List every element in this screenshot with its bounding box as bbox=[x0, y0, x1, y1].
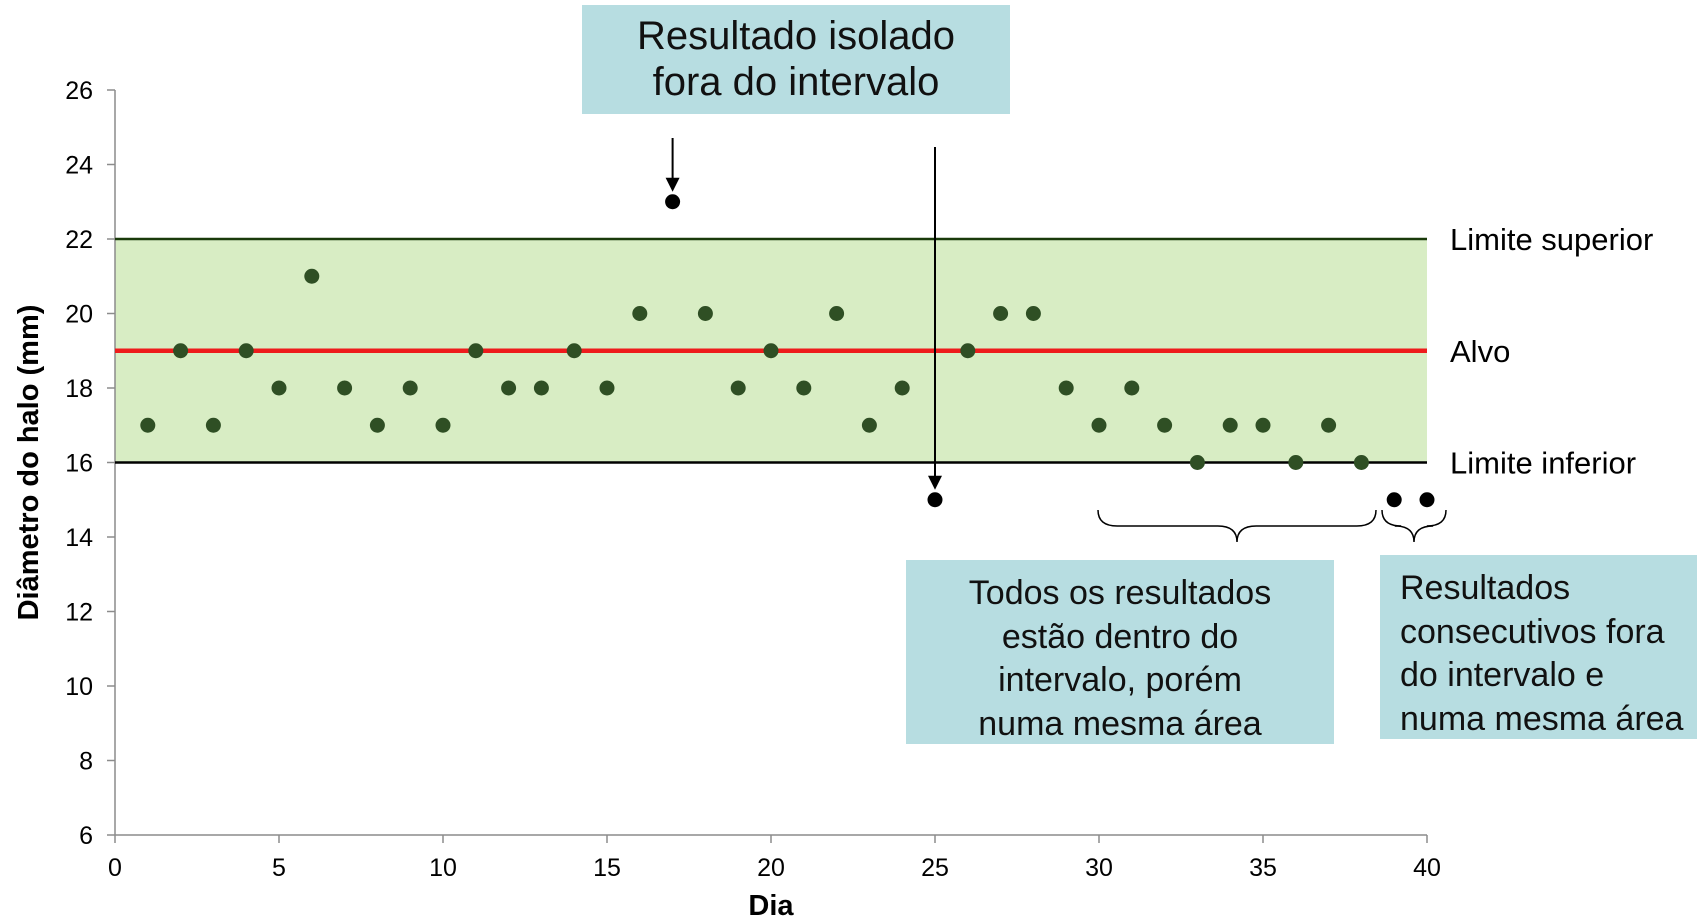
data-point bbox=[337, 380, 353, 396]
data-point-out-of-range bbox=[927, 492, 943, 508]
data-points bbox=[140, 194, 1435, 508]
data-point bbox=[1058, 380, 1074, 396]
annotation-arrows bbox=[665, 138, 942, 490]
y-tick-label: 16 bbox=[65, 450, 93, 478]
data-point bbox=[1353, 455, 1369, 470]
data-point bbox=[599, 380, 615, 396]
data-point bbox=[894, 380, 910, 396]
arrow-isolated-head bbox=[665, 177, 680, 192]
y-tick-label: 20 bbox=[65, 301, 93, 329]
x-tick-label: 0 bbox=[108, 854, 122, 882]
data-point bbox=[468, 343, 484, 359]
data-point bbox=[993, 306, 1009, 321]
x-tick-label: 15 bbox=[593, 854, 621, 882]
x-tick-label: 30 bbox=[1085, 854, 1113, 882]
data-point bbox=[730, 380, 746, 396]
data-point bbox=[140, 417, 156, 433]
data-point bbox=[173, 343, 189, 359]
callout-consec-line-4: numa mesma área bbox=[1400, 699, 1684, 738]
brace-consecutive bbox=[1381, 509, 1447, 543]
data-point bbox=[533, 380, 549, 396]
data-point bbox=[861, 417, 877, 433]
y-tick-label: 12 bbox=[65, 599, 93, 627]
data-point bbox=[1157, 417, 1173, 433]
y-tick-label: 8 bbox=[79, 748, 93, 776]
data-point bbox=[435, 417, 451, 433]
data-point bbox=[271, 380, 287, 396]
x-tick-label: 25 bbox=[921, 854, 949, 882]
callout-same-area: Todos os resultados estão dentro do inte… bbox=[906, 560, 1334, 744]
callout-consec-line-3: do intervalo e bbox=[1400, 656, 1605, 694]
callout-isolated-result: Resultado isolado fora do intervalo bbox=[582, 5, 1010, 114]
data-point-out-of-range bbox=[1419, 492, 1435, 508]
y-axis-title: Diâmetro do halo (mm) bbox=[13, 305, 45, 621]
reference-line-label: Limite superior bbox=[1450, 222, 1653, 257]
data-point bbox=[566, 343, 582, 359]
y-tick-label: 10 bbox=[65, 673, 93, 701]
data-point bbox=[501, 380, 517, 396]
axes: 6 8 10 12 14 16 18 20 22 24 26 0 5 10 15 20 25 30 35 40 bbox=[65, 77, 1441, 882]
y-tick-label: 24 bbox=[65, 152, 93, 180]
axis-labels: Dia Diâmetro do halo (mm) bbox=[13, 305, 794, 920]
data-point bbox=[1091, 417, 1107, 433]
x-tick-label: 35 bbox=[1249, 854, 1277, 882]
y-tick-label: 6 bbox=[79, 822, 93, 850]
callout-consec-line-1: Resultados bbox=[1400, 569, 1571, 607]
data-point bbox=[402, 380, 418, 396]
arrow-out-of-range-head bbox=[928, 475, 942, 490]
reference-line-label: Alvo bbox=[1450, 334, 1510, 369]
data-point bbox=[796, 380, 812, 396]
y-tick-label: 26 bbox=[65, 77, 93, 105]
data-point bbox=[763, 343, 779, 359]
callout-isolated-line-2: fora do intervalo bbox=[652, 60, 940, 104]
callout-same-line-4: numa mesma área bbox=[978, 704, 1262, 743]
data-point bbox=[960, 343, 976, 359]
x-tick-label: 10 bbox=[429, 854, 457, 882]
data-point bbox=[829, 306, 845, 321]
x-tick-label: 40 bbox=[1413, 854, 1441, 882]
y-tick-label: 14 bbox=[65, 524, 93, 552]
x-axis-title: Dia bbox=[748, 890, 794, 920]
data-point bbox=[1255, 417, 1271, 433]
data-point bbox=[1288, 455, 1304, 470]
data-point bbox=[697, 306, 713, 321]
y-tick-label: 18 bbox=[65, 375, 93, 403]
data-point bbox=[304, 268, 320, 284]
data-point bbox=[1321, 417, 1337, 433]
data-point bbox=[632, 306, 648, 321]
callout-consec-line-2: consecutivos fora bbox=[1400, 612, 1665, 651]
x-tick-label: 5 bbox=[272, 854, 286, 882]
data-point bbox=[369, 417, 385, 433]
callout-isolated-line-1: Resultado isolado bbox=[637, 14, 955, 58]
data-point-out-of-range bbox=[665, 194, 681, 210]
reference-line-label: Limite inferior bbox=[1450, 446, 1636, 481]
brace-same-area bbox=[1097, 509, 1377, 543]
data-point bbox=[238, 343, 254, 359]
data-point bbox=[1025, 306, 1041, 321]
data-point bbox=[1189, 455, 1205, 470]
x-tick-label: 20 bbox=[757, 854, 785, 882]
callout-same-line-1: Todos os resultados bbox=[968, 574, 1272, 612]
callout-same-line-3: intervalo, porém bbox=[998, 661, 1242, 699]
data-point bbox=[1124, 380, 1140, 396]
callout-same-line-2: estão dentro do bbox=[1001, 617, 1239, 656]
data-point bbox=[1222, 417, 1238, 433]
callout-consecutive-out: Resultados consecutivos fora do interval… bbox=[1380, 555, 1697, 739]
annotation-braces bbox=[1097, 509, 1447, 543]
y-tick-label: 22 bbox=[65, 226, 93, 254]
data-point bbox=[205, 417, 221, 433]
data-point-out-of-range bbox=[1386, 492, 1402, 508]
